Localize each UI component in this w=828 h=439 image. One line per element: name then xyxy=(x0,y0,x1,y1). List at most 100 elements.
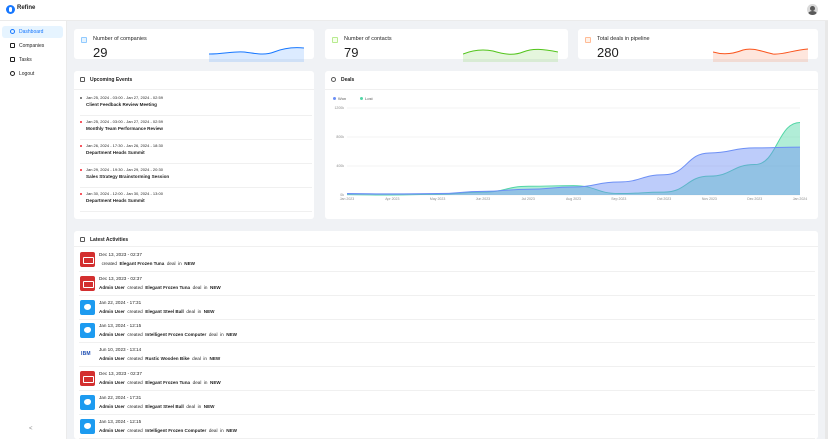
dollar-icon xyxy=(331,77,336,82)
activity-item[interactable]: Jun 10, 2023 - 13:14 Admin User created R… xyxy=(79,343,815,368)
legend-swatch xyxy=(360,97,363,100)
sidebar-collapse-button[interactable]: < xyxy=(29,426,33,432)
x-tick-label: Jan 2024 xyxy=(792,197,808,201)
company-logo-icon xyxy=(80,252,95,267)
activity-text: Admin User created Elegant Steel Ball de… xyxy=(99,404,214,409)
sidebar-item-label: Tasks xyxy=(19,57,32,63)
x-tick-label: May 2023 xyxy=(429,197,446,201)
x-tick-label: Nov 2023 xyxy=(701,197,717,201)
activity-deal: Rustic Wooden Bike xyxy=(145,356,190,362)
activity-deal: Elegant Frozen Tuna xyxy=(145,284,191,290)
activity-user: Admin User xyxy=(99,332,125,338)
activity-text: Admin User created Elegant Frozen Tuna d… xyxy=(99,285,221,290)
activity-in: in xyxy=(197,308,202,314)
legend-won[interactable]: Won xyxy=(333,96,346,101)
x-tick-label: Jul 2023 xyxy=(521,197,535,201)
activity-item[interactable]: Jan 13, 2024 - 12:15 Admin User created I… xyxy=(79,415,815,439)
activity-action: created xyxy=(127,332,143,338)
activity-mid: deal xyxy=(208,427,218,433)
activity-item[interactable]: Dec 13, 2023 - 02:37 Admin User created E… xyxy=(79,367,815,391)
activity-stage: NEW xyxy=(209,356,221,362)
activity-stage: NEW xyxy=(226,332,237,338)
y-tick-label: 1200k xyxy=(334,105,344,110)
activity-text: Admin User created Elegant Steel Ball de… xyxy=(99,309,214,314)
activity-in: in xyxy=(197,403,202,409)
kpi-card-contacts: Number of contacts 79 xyxy=(325,29,568,62)
event-time: Jan 25, 2024 - 03:00 - Jan 27, 2024 - 02… xyxy=(86,95,163,100)
activity-mid: deal xyxy=(192,380,202,385)
series-line-lost xyxy=(346,122,801,196)
event-color-dot xyxy=(80,145,82,147)
activity-mid: deal xyxy=(208,332,218,338)
activity-text: Admin User created Rustic Wooden Bike de… xyxy=(99,356,220,361)
kpi-value: 29 xyxy=(93,45,108,60)
event-name: Department Heads Summit xyxy=(86,198,145,203)
sidebar-item-companies[interactable]: Companies xyxy=(2,40,63,52)
activity-deal: Intelligent Frozen Computer xyxy=(145,332,207,338)
company-logo-icon xyxy=(80,394,95,410)
y-tick-label: 400k xyxy=(336,163,344,168)
activity-date: Jun 10, 2023 - 13:14 xyxy=(99,347,142,353)
event-name: Sales Strategy Brainstorming Session xyxy=(86,174,170,179)
event-item[interactable]: Jan 26, 2024 - 17:30 - Jan 26, 2024 - 18… xyxy=(80,140,312,164)
deals-card: Deals Won Lost 0k 400k 800k 1200k Jan 2023 Ap… xyxy=(325,71,818,219)
activity-text: created Elegant Frozen Tuna deal in NEW xyxy=(99,261,195,266)
refine-logo-icon[interactable] xyxy=(6,5,15,14)
x-tick-label: Jan 2023 xyxy=(339,197,355,201)
series-area-won xyxy=(347,147,800,195)
company-logo-icon xyxy=(80,347,95,363)
company-logo-icon xyxy=(80,371,95,386)
activity-user: Admin User xyxy=(99,308,125,314)
sidebar: Dashboard Companies Tasks Logout < xyxy=(0,21,67,439)
activity-item[interactable]: Dec 13, 2023 - 02:37 created Elegant Fro… xyxy=(79,248,815,272)
legend-label: Lost xyxy=(365,96,373,101)
activity-in: in xyxy=(203,356,207,362)
brand-name[interactable]: Refine xyxy=(17,5,36,11)
contacts-sparkline xyxy=(463,48,558,62)
activity-mid: deal xyxy=(192,356,201,362)
sidebar-item-tasks[interactable]: Tasks xyxy=(2,54,63,66)
sidebar-item-label: Dashboard xyxy=(19,29,44,35)
activity-date: Dec 13, 2023 - 02:37 xyxy=(99,275,142,281)
activity-deal: Elegant Steel Ball xyxy=(145,403,184,409)
activity-text: Admin User created Intelligent Frozen Co… xyxy=(99,428,237,433)
activity-deal: Intelligent Frozen Computer xyxy=(145,427,207,433)
activity-action: created xyxy=(101,261,117,266)
activity-in: in xyxy=(203,284,208,290)
activity-date: Jan 13, 2024 - 12:15 xyxy=(99,323,142,329)
kpi-title: Number of contacts xyxy=(344,36,392,42)
event-item[interactable]: Jan 29, 2024 - 19:30 - Jan 29, 2024 - 20… xyxy=(80,164,312,188)
page-scrollbar[interactable] xyxy=(825,21,828,439)
event-name: Client Feedback Review Meeting xyxy=(86,102,157,107)
legend-swatch xyxy=(333,97,336,100)
activity-date: Dec 13, 2023 - 02:37 xyxy=(99,252,142,257)
y-tick-label: 800k xyxy=(336,134,344,139)
companies-sparkline xyxy=(209,47,304,62)
event-name: Monthly Team Performance Review xyxy=(86,126,164,131)
activity-date: Jan 22, 2024 - 17:31 xyxy=(99,299,142,305)
activity-in: in xyxy=(220,332,224,338)
event-item[interactable]: Jan 30, 2024 - 12:00 - Jan 30, 2024 - 13… xyxy=(80,188,312,212)
user-avatar[interactable] xyxy=(807,4,818,15)
event-item[interactable]: Jan 25, 2024 - 03:00 - Jan 27, 2024 - 02… xyxy=(80,116,312,140)
activity-item[interactable]: Jan 22, 2024 - 17:31 Admin User created E… xyxy=(79,391,815,415)
section-title: Deals xyxy=(341,77,355,83)
kpi-value: 79 xyxy=(344,45,359,60)
sidebar-item-logout[interactable]: Logout xyxy=(2,68,63,80)
kpi-value: 280 xyxy=(597,45,619,60)
activity-action: created xyxy=(127,380,143,385)
event-name: Department Heads Summit xyxy=(86,150,145,155)
activity-item[interactable]: Jan 13, 2024 - 12:15 Admin User created I… xyxy=(79,319,815,344)
company-logo-icon xyxy=(80,323,95,339)
activity-date: Jan 22, 2024 - 17:31 xyxy=(99,394,142,400)
event-color-dot xyxy=(80,97,82,99)
activity-item[interactable]: Dec 13, 2023 - 02:37 Admin User created E… xyxy=(79,272,815,296)
event-item[interactable]: Jan 25, 2024 - 03:00 - Jan 27, 2024 - 02… xyxy=(80,92,312,116)
event-time: Jan 25, 2024 - 03:00 - Jan 27, 2024 - 02… xyxy=(86,119,163,124)
activity-user: Admin User xyxy=(99,284,125,290)
x-tick-label: Jun 2023 xyxy=(475,197,491,201)
legend-lost[interactable]: Lost xyxy=(360,96,373,101)
sidebar-item-dashboard[interactable]: Dashboard xyxy=(2,26,63,38)
activity-item[interactable]: Jan 22, 2024 - 17:31 Admin User created E… xyxy=(79,296,815,320)
activity-text: Admin User created Elegant Frozen Tuna d… xyxy=(99,380,221,385)
